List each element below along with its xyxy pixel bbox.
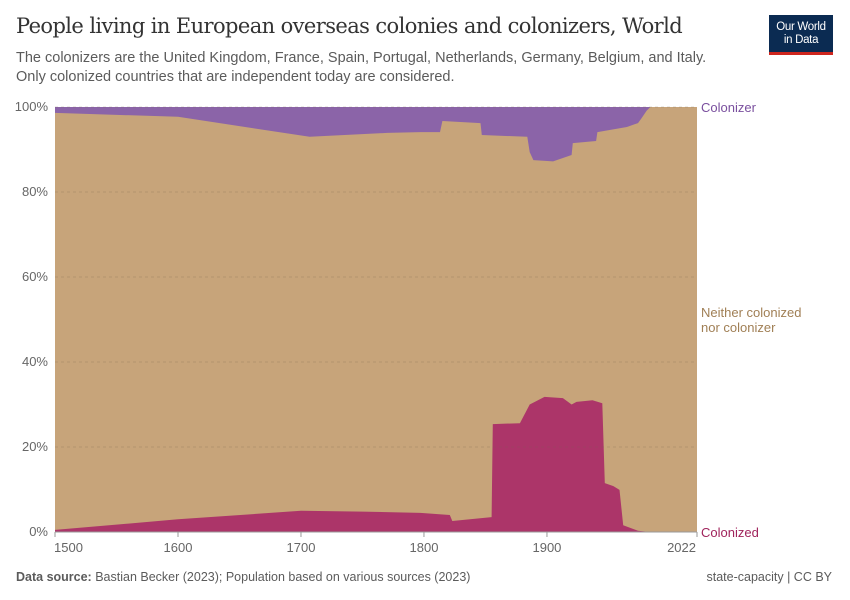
data-source: Data source: Bastian Becker (2023); Popu… [16,570,470,584]
owid-logo[interactable]: Our World in Data [769,15,833,55]
x-tick-label: 1600 [164,540,193,555]
y-tick-label: 20% [22,439,48,454]
chart-subtitle: The colonizers are the United Kingdom, F… [16,49,736,87]
logo-line-1: Our World [776,20,826,33]
x-tick-label: 1900 [532,540,561,555]
logo-line-2: in Data [783,33,819,46]
series-label-colonized: Colonized [701,525,759,540]
y-tick-label: 40% [22,354,48,369]
chart-title: People living in European overseas colon… [16,14,683,38]
subtitle-line-1: The colonizers are the United Kingdom, F… [16,50,707,66]
colonizer-area [55,107,697,162]
y-tick-label: 0% [29,524,48,539]
data-source-label: Data source: [16,570,92,584]
x-tick-label: 2022 [667,540,696,555]
x-tick-label: 1500 [54,540,83,555]
data-source-text[interactable]: Bastian Becker (2023); Population based … [95,570,471,584]
y-tick-label: 60% [22,269,48,284]
x-tick-label: 1700 [287,540,316,555]
colonized-area [55,396,697,532]
x-tick-label: 1800 [410,540,439,555]
series-label-colonizer: Colonizer [701,100,757,115]
subtitle-line-2: Only colonized countries that are indepe… [16,69,455,85]
series-label-neither: Neither colonized [701,305,801,320]
series-label-neither-line2: nor colonizer [701,320,776,335]
license[interactable]: state-capacity | CC BY [706,570,832,584]
y-tick-label: 80% [22,184,48,199]
y-tick-label: 100% [15,99,49,114]
